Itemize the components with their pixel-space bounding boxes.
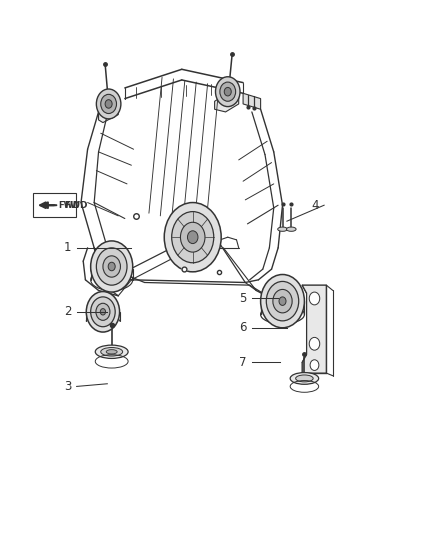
Circle shape — [86, 292, 120, 332]
Circle shape — [220, 82, 236, 101]
Circle shape — [279, 297, 286, 305]
Circle shape — [180, 222, 205, 252]
Text: FWD: FWD — [64, 201, 88, 209]
Circle shape — [309, 292, 320, 305]
Ellipse shape — [101, 348, 123, 356]
FancyBboxPatch shape — [33, 193, 76, 217]
Circle shape — [101, 94, 117, 114]
Text: 3: 3 — [64, 380, 71, 393]
Circle shape — [310, 360, 319, 370]
Text: 7: 7 — [239, 356, 247, 369]
Circle shape — [96, 248, 127, 285]
Circle shape — [224, 87, 231, 96]
Circle shape — [105, 100, 112, 108]
Ellipse shape — [290, 373, 318, 384]
Circle shape — [309, 337, 320, 350]
Text: 1: 1 — [64, 241, 72, 254]
Polygon shape — [302, 285, 326, 373]
Text: 6: 6 — [239, 321, 247, 334]
Circle shape — [91, 297, 115, 327]
Circle shape — [187, 231, 198, 244]
Ellipse shape — [296, 375, 313, 382]
Circle shape — [108, 262, 115, 271]
Circle shape — [215, 77, 240, 107]
Ellipse shape — [278, 227, 287, 231]
Text: FWD: FWD — [58, 201, 80, 209]
Circle shape — [91, 241, 133, 292]
Ellipse shape — [95, 345, 128, 358]
Text: 2: 2 — [64, 305, 72, 318]
Text: 4: 4 — [311, 199, 319, 212]
Circle shape — [273, 289, 292, 313]
Ellipse shape — [286, 227, 296, 231]
Circle shape — [164, 203, 221, 272]
Circle shape — [100, 309, 106, 315]
Circle shape — [261, 274, 304, 328]
Polygon shape — [99, 104, 118, 123]
Circle shape — [103, 256, 120, 277]
Circle shape — [172, 212, 214, 263]
Text: 5: 5 — [240, 292, 247, 305]
Polygon shape — [243, 93, 261, 109]
Circle shape — [266, 281, 299, 321]
Circle shape — [96, 303, 110, 320]
Ellipse shape — [106, 350, 117, 354]
Circle shape — [96, 89, 121, 119]
Polygon shape — [215, 93, 239, 112]
